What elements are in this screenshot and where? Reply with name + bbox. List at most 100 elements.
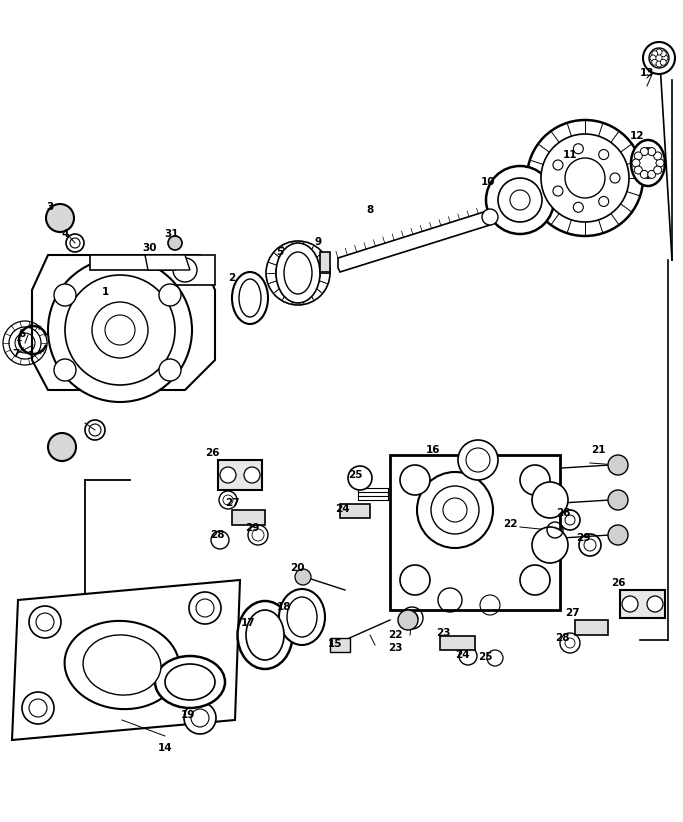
- Circle shape: [417, 472, 493, 548]
- Circle shape: [656, 49, 662, 55]
- Circle shape: [54, 359, 76, 381]
- Circle shape: [610, 173, 620, 183]
- Polygon shape: [575, 620, 608, 635]
- Ellipse shape: [276, 243, 320, 303]
- Text: 2: 2: [228, 273, 236, 283]
- Circle shape: [168, 236, 182, 250]
- Circle shape: [400, 565, 430, 595]
- Circle shape: [660, 59, 666, 65]
- Circle shape: [541, 134, 629, 222]
- Circle shape: [608, 490, 628, 510]
- Circle shape: [654, 166, 662, 174]
- Text: 24: 24: [335, 504, 349, 514]
- Polygon shape: [390, 455, 560, 610]
- Circle shape: [573, 202, 583, 212]
- Text: 22: 22: [503, 519, 517, 529]
- Bar: [320, 252, 330, 272]
- Text: 13: 13: [640, 68, 654, 78]
- Polygon shape: [145, 255, 190, 270]
- Circle shape: [173, 258, 197, 282]
- Polygon shape: [620, 590, 665, 618]
- Circle shape: [652, 51, 658, 57]
- Circle shape: [527, 120, 643, 236]
- Text: 28: 28: [555, 633, 569, 643]
- Text: 31: 31: [165, 229, 179, 239]
- Polygon shape: [440, 636, 475, 650]
- Circle shape: [640, 148, 648, 155]
- Circle shape: [647, 170, 656, 178]
- Circle shape: [635, 152, 642, 160]
- Text: 7: 7: [12, 349, 20, 359]
- Circle shape: [510, 190, 530, 210]
- Circle shape: [398, 610, 418, 630]
- Circle shape: [400, 465, 430, 495]
- Text: 23: 23: [388, 643, 402, 653]
- Text: 3: 3: [46, 202, 54, 212]
- Text: 17: 17: [240, 618, 255, 628]
- Polygon shape: [32, 255, 215, 390]
- Circle shape: [458, 440, 498, 480]
- Bar: [330, 638, 350, 652]
- Circle shape: [443, 498, 467, 522]
- Text: 8: 8: [366, 205, 374, 215]
- Circle shape: [486, 166, 554, 234]
- Circle shape: [159, 284, 181, 306]
- Circle shape: [46, 204, 74, 232]
- Text: 11: 11: [563, 150, 577, 160]
- Circle shape: [650, 55, 656, 61]
- Text: 29: 29: [576, 533, 590, 543]
- Circle shape: [640, 170, 648, 178]
- Polygon shape: [340, 504, 370, 518]
- Circle shape: [22, 692, 54, 724]
- Text: 10: 10: [481, 177, 495, 187]
- Circle shape: [647, 596, 663, 612]
- Circle shape: [105, 315, 135, 345]
- Polygon shape: [218, 460, 262, 490]
- Polygon shape: [232, 510, 265, 525]
- Circle shape: [553, 160, 563, 170]
- Circle shape: [578, 622, 588, 632]
- Circle shape: [54, 284, 76, 306]
- Ellipse shape: [279, 589, 325, 645]
- Ellipse shape: [638, 148, 658, 178]
- Ellipse shape: [155, 656, 225, 708]
- Circle shape: [647, 148, 656, 155]
- Text: 14: 14: [158, 743, 172, 753]
- Ellipse shape: [65, 621, 180, 709]
- Circle shape: [498, 178, 542, 222]
- Text: 15: 15: [328, 639, 342, 649]
- Circle shape: [573, 144, 583, 154]
- Circle shape: [252, 512, 262, 522]
- Text: 27: 27: [225, 498, 239, 508]
- Text: 27: 27: [565, 608, 579, 618]
- Circle shape: [608, 525, 628, 545]
- Text: 1: 1: [101, 287, 109, 297]
- Polygon shape: [12, 580, 240, 740]
- Circle shape: [220, 467, 236, 483]
- Circle shape: [482, 209, 498, 225]
- Ellipse shape: [631, 140, 665, 186]
- Text: 26: 26: [611, 578, 625, 588]
- Circle shape: [48, 258, 192, 402]
- Circle shape: [348, 466, 372, 490]
- Circle shape: [65, 275, 175, 385]
- Circle shape: [553, 186, 563, 196]
- Text: 21: 21: [591, 445, 605, 455]
- Circle shape: [48, 433, 76, 461]
- Circle shape: [431, 486, 479, 534]
- Circle shape: [656, 159, 664, 167]
- Circle shape: [29, 606, 61, 638]
- Circle shape: [189, 592, 221, 624]
- Circle shape: [520, 465, 550, 495]
- Circle shape: [595, 622, 605, 632]
- Ellipse shape: [238, 601, 292, 669]
- Circle shape: [632, 159, 640, 167]
- Text: 30: 30: [143, 243, 157, 253]
- Circle shape: [662, 55, 668, 61]
- Circle shape: [654, 152, 662, 160]
- Circle shape: [622, 596, 638, 612]
- Text: 23: 23: [436, 628, 450, 638]
- Circle shape: [244, 467, 260, 483]
- Circle shape: [92, 302, 148, 358]
- Circle shape: [565, 158, 605, 198]
